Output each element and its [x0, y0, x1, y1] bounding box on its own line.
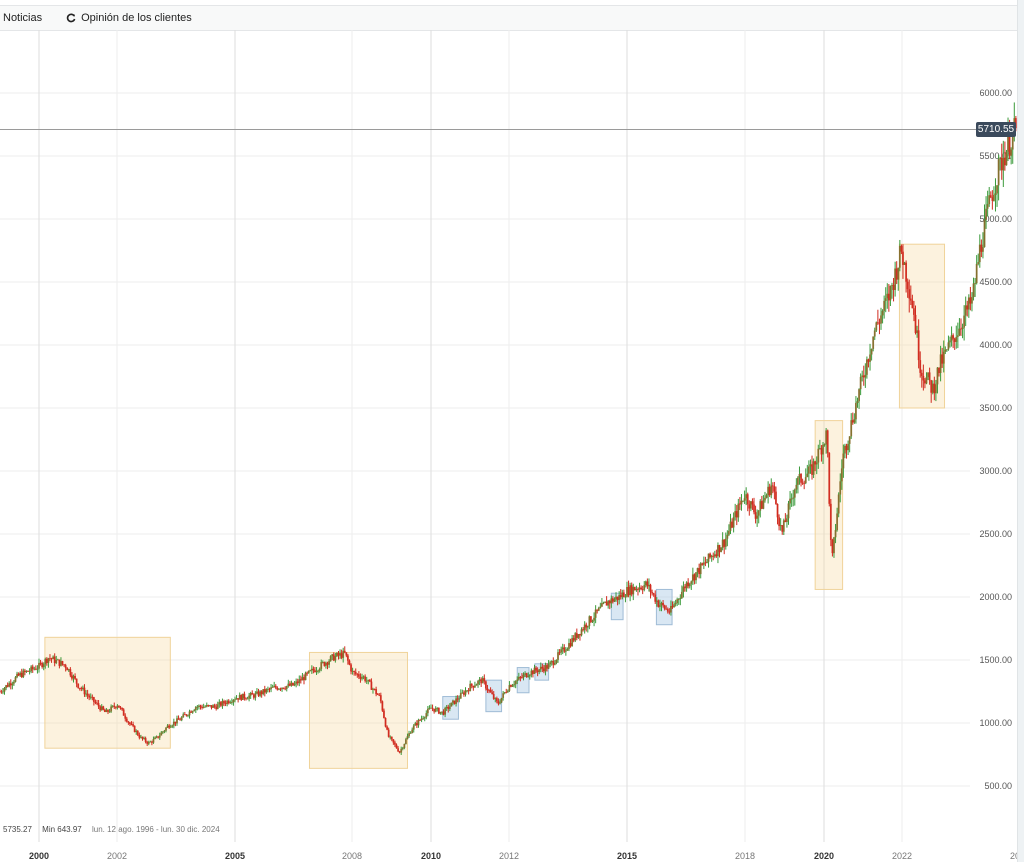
svg-text:2008: 2008 — [342, 851, 362, 861]
tab-customer-opinion[interactable]: Opinión de los clientes — [66, 12, 192, 24]
tab-customer-opinion-label: Opinión de los clientes — [81, 12, 192, 24]
svg-text:3500.00: 3500.00 — [979, 403, 1012, 413]
svg-text:2010: 2010 — [421, 851, 441, 861]
svg-text:3000.00: 3000.00 — [979, 466, 1012, 476]
svg-text:4500.00: 4500.00 — [979, 277, 1012, 287]
svg-text:2005: 2005 — [225, 851, 245, 861]
date-range: lun. 12 ago. 1996 - lun. 30 dic. 2024 — [91, 825, 220, 834]
svg-text:2022: 2022 — [892, 851, 912, 861]
top-tab-bar: Noticias Opinión de los clientes — [0, 5, 1018, 31]
price-chart[interactable]: 500.00 1000.00 1500.00 2000.00 2500.00 3000.0… — [0, 30, 1018, 862]
svg-text:1500.00: 1500.00 — [979, 655, 1012, 665]
svg-text:2015: 2015 — [617, 851, 637, 861]
svg-text:20: 20 — [1010, 851, 1018, 861]
tab-news-label: Noticias — [3, 12, 43, 24]
svg-text:2000.00: 2000.00 — [979, 592, 1012, 602]
svg-text:6000.00: 6000.00 — [979, 88, 1012, 98]
current-price-tag: 5710.55 — [976, 122, 1016, 137]
tab-news[interactable]: Noticias — [3, 12, 42, 24]
svg-text:5000.00: 5000.00 — [979, 214, 1012, 224]
svg-text:4000.00: 4000.00 — [979, 340, 1012, 350]
scrollbar[interactable] — [1017, 0, 1024, 862]
svg-text:2018: 2018 — [735, 851, 755, 861]
svg-text:500.00: 500.00 — [984, 781, 1012, 791]
max-value: 5735.27 — [3, 825, 32, 834]
refresh-icon — [66, 13, 76, 23]
svg-text:2012: 2012 — [499, 851, 519, 861]
svg-text:2500.00: 2500.00 — [979, 529, 1012, 539]
svg-text:2000: 2000 — [29, 851, 49, 861]
svg-text:2020: 2020 — [814, 851, 834, 861]
svg-text:1000.00: 1000.00 — [979, 718, 1012, 728]
svg-text:2002: 2002 — [107, 851, 127, 861]
chart-stats: 5735.27 Min 643.97 lun. 12 ago. 1996 - l… — [3, 825, 228, 834]
min-value: Min 643.97 — [42, 825, 82, 834]
svg-text:5500.00: 5500.00 — [979, 151, 1012, 161]
